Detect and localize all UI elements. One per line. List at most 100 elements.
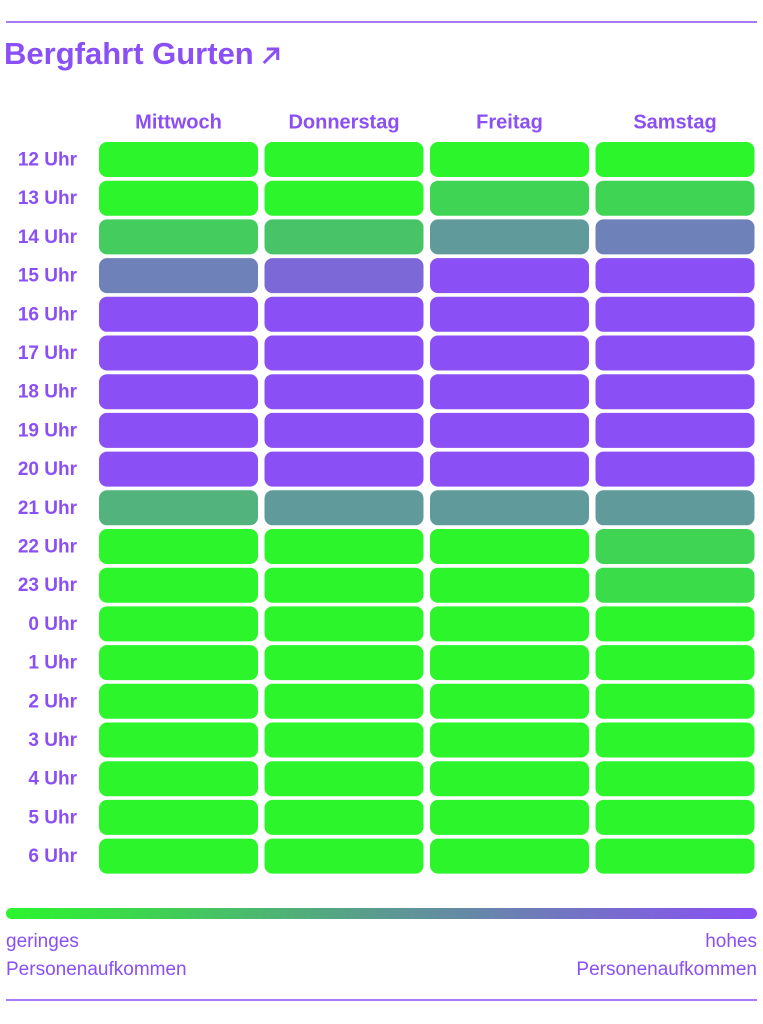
- heat-cell: [595, 258, 755, 294]
- heat-cell: [430, 722, 589, 758]
- heat-cell: [595, 645, 755, 681]
- link-arrow-icon: [262, 47, 280, 65]
- heat-cell: [99, 529, 258, 564]
- heat-cell: [264, 722, 424, 758]
- row-label: 18 Uhr: [18, 382, 78, 403]
- heat-cell: [99, 451, 258, 487]
- row-label: 2 Uhr: [28, 691, 77, 712]
- row-label: 0 Uhr: [28, 614, 77, 635]
- heat-cell: [99, 412, 258, 448]
- row-label: 3 Uhr: [28, 730, 77, 751]
- heat-cell: [430, 490, 589, 526]
- row-label: 14 Uhr: [18, 227, 78, 248]
- row-label: 5 Uhr: [28, 807, 77, 828]
- heat-cell: [99, 606, 258, 642]
- heat-cell: [99, 296, 258, 332]
- heat-cell: [595, 296, 755, 332]
- heat-cell: [264, 258, 424, 294]
- column-label: Freitag: [476, 111, 543, 133]
- heat-cell: [264, 838, 424, 874]
- row-label: 15 Uhr: [18, 266, 78, 287]
- legend-gradient: [6, 908, 757, 919]
- legend-low-label: geringes: [6, 931, 79, 952]
- row-label: 1 Uhr: [28, 653, 77, 674]
- heat-cell: [430, 258, 589, 294]
- column-label: Samstag: [633, 111, 716, 133]
- heat-cell: [430, 296, 589, 332]
- heat-cell: [264, 296, 424, 332]
- heat-cell: [595, 799, 755, 835]
- heat-cell: [264, 412, 424, 448]
- heat-cell: [595, 683, 755, 719]
- row-label: 6 Uhr: [28, 846, 77, 867]
- heat-cell: [430, 451, 589, 487]
- heat-cell: [264, 335, 424, 371]
- heat-cell: [264, 374, 424, 410]
- heat-cell: [264, 606, 424, 642]
- heat-cell: [99, 567, 258, 603]
- heat-cell: [430, 645, 589, 681]
- heat-cell: [430, 799, 589, 835]
- row-label: 12 Uhr: [18, 150, 78, 171]
- heat-cell: [595, 180, 755, 216]
- heat-cell: [99, 761, 258, 797]
- heat-cell: [595, 451, 755, 487]
- heat-cell: [264, 451, 424, 487]
- heat-cell: [99, 180, 258, 216]
- legend-high-label: hohes: [705, 931, 757, 952]
- heat-cell: [264, 761, 424, 797]
- legend-high-label: Personenaufkommen: [576, 959, 757, 980]
- heat-cell: [99, 838, 258, 874]
- heat-cell: [595, 374, 755, 410]
- heat-cell: [430, 683, 589, 719]
- chart-title: Bergfahrt Gurten: [4, 36, 254, 71]
- heat-cell: [430, 374, 589, 410]
- heat-cell: [430, 180, 589, 216]
- heat-cell: [430, 567, 589, 603]
- heat-cell: [595, 490, 755, 526]
- heat-cell: [99, 219, 258, 255]
- heat-cell: [264, 142, 424, 177]
- heat-cell: [595, 838, 755, 874]
- heat-cell: [264, 529, 424, 564]
- heat-cell: [595, 606, 755, 642]
- heat-cell: [430, 219, 589, 255]
- heat-cell: [99, 722, 258, 758]
- heat-cell: [430, 529, 589, 564]
- heat-cell: [595, 412, 755, 448]
- heat-cell: [595, 567, 755, 603]
- heat-cell: [595, 142, 755, 177]
- heat-cell: [595, 761, 755, 797]
- heat-cell: [264, 645, 424, 681]
- heat-cell: [595, 529, 755, 564]
- heat-cell: [264, 799, 424, 835]
- heat-cell: [99, 374, 258, 410]
- row-label: 21 Uhr: [18, 498, 78, 519]
- column-label: Mittwoch: [135, 111, 222, 133]
- heat-cell: [264, 219, 424, 255]
- row-label: 17 Uhr: [18, 343, 78, 364]
- heat-cell: [595, 219, 755, 255]
- heat-cell: [99, 335, 258, 371]
- heat-cell: [99, 799, 258, 835]
- heat-cell: [430, 761, 589, 797]
- heat-cell: [264, 567, 424, 603]
- row-label: 23 Uhr: [18, 575, 78, 596]
- row-label: 4 Uhr: [28, 769, 77, 790]
- heat-cell: [264, 180, 424, 216]
- row-label: 16 Uhr: [18, 304, 78, 325]
- row-label: 13 Uhr: [18, 188, 78, 209]
- row-label: 22 Uhr: [18, 537, 78, 558]
- heat-cell: [99, 258, 258, 294]
- heat-cell: [264, 490, 424, 526]
- heat-cell: [99, 142, 258, 177]
- heat-cell: [99, 645, 258, 681]
- heat-cell: [99, 683, 258, 719]
- heat-cell: [99, 490, 258, 526]
- heat-cell: [264, 683, 424, 719]
- heat-cell: [430, 606, 589, 642]
- legend-low-label: Personenaufkommen: [6, 959, 187, 980]
- heat-cell: [430, 838, 589, 874]
